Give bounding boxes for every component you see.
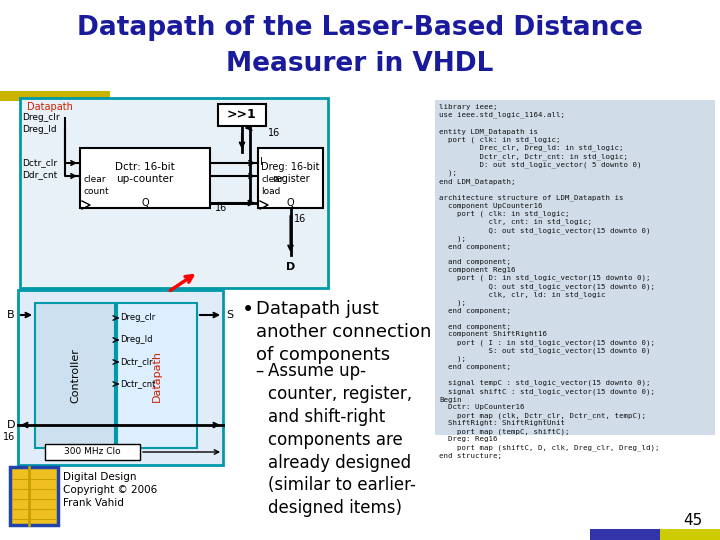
Text: >>1: >>1	[227, 109, 257, 122]
Text: 45: 45	[683, 513, 702, 528]
Text: Datapath: Datapath	[27, 102, 73, 112]
Text: Q: Q	[287, 198, 294, 208]
Text: I: I	[260, 157, 263, 167]
Bar	[18, 290, 223, 465]
Text: 300 MHz Clo: 300 MHz Clo	[64, 448, 121, 456]
Text: Dctr_cnt: Dctr_cnt	[120, 380, 156, 388]
Text: Datapath of the Laser-Based Distance: Datapath of the Laser-Based Distance	[77, 15, 643, 41]
Text: Dreg: 16-bit
register: Dreg: 16-bit register	[261, 162, 320, 184]
Bar	[35, 303, 115, 448]
Text: Ddr_cnt: Ddr_cnt	[22, 171, 58, 179]
Bar	[45, 444, 140, 460]
Text: 16: 16	[215, 203, 228, 213]
Bar	[590, 529, 660, 540]
Text: B: B	[7, 310, 15, 320]
Text: clear: clear	[261, 176, 284, 185]
Text: Assume up-
counter, register,
and shift-right
components are
already designed
(s: Assume up- counter, register, and shift-…	[268, 362, 416, 517]
Text: Q: Q	[141, 198, 149, 208]
Text: Datapath just
another connection
of components: Datapath just another connection of comp…	[256, 300, 431, 364]
Text: clear: clear	[83, 176, 106, 185]
Text: Measurer in VHDL: Measurer in VHDL	[226, 51, 494, 77]
Text: load: load	[261, 187, 280, 197]
Text: D: D	[286, 262, 295, 272]
Text: –: –	[256, 362, 269, 380]
Text: 16: 16	[294, 214, 306, 224]
Text: Dreg_ld: Dreg_ld	[120, 335, 153, 345]
Text: count: count	[83, 187, 109, 197]
Text: S: S	[226, 310, 233, 320]
Text: Datapath: Datapath	[152, 349, 162, 402]
Text: D: D	[6, 420, 15, 430]
Text: •: •	[242, 300, 254, 320]
Text: Dreg_clr: Dreg_clr	[120, 314, 156, 322]
Text: 16: 16	[268, 128, 280, 138]
Text: Controller: Controller	[70, 348, 80, 403]
Text: 16: 16	[3, 432, 15, 442]
Text: Dreg_ld: Dreg_ld	[22, 125, 57, 134]
Bar	[20, 98, 328, 288]
Bar	[435, 100, 715, 435]
Text: Dctr_clr: Dctr_clr	[22, 159, 57, 167]
Bar	[660, 529, 720, 540]
Bar	[10, 467, 58, 525]
Bar	[218, 104, 266, 126]
Bar	[0, 91, 110, 101]
Text: Dctr: 16-bit
up-counter: Dctr: 16-bit up-counter	[115, 162, 175, 184]
Text: library ieee;
use ieee.std_logic_1164.all;

entity LDM_Datapath is
  port ( clk:: library ieee; use ieee.std_logic_1164.al…	[439, 104, 660, 458]
Text: Digital Design
Copyright © 2006
Frank Vahid: Digital Design Copyright © 2006 Frank Va…	[63, 472, 157, 508]
Bar	[117, 303, 197, 448]
Bar	[258, 148, 323, 208]
Text: Dreg_clr: Dreg_clr	[22, 113, 60, 123]
Bar	[80, 148, 210, 208]
Text: Dctr_clr: Dctr_clr	[120, 357, 153, 367]
